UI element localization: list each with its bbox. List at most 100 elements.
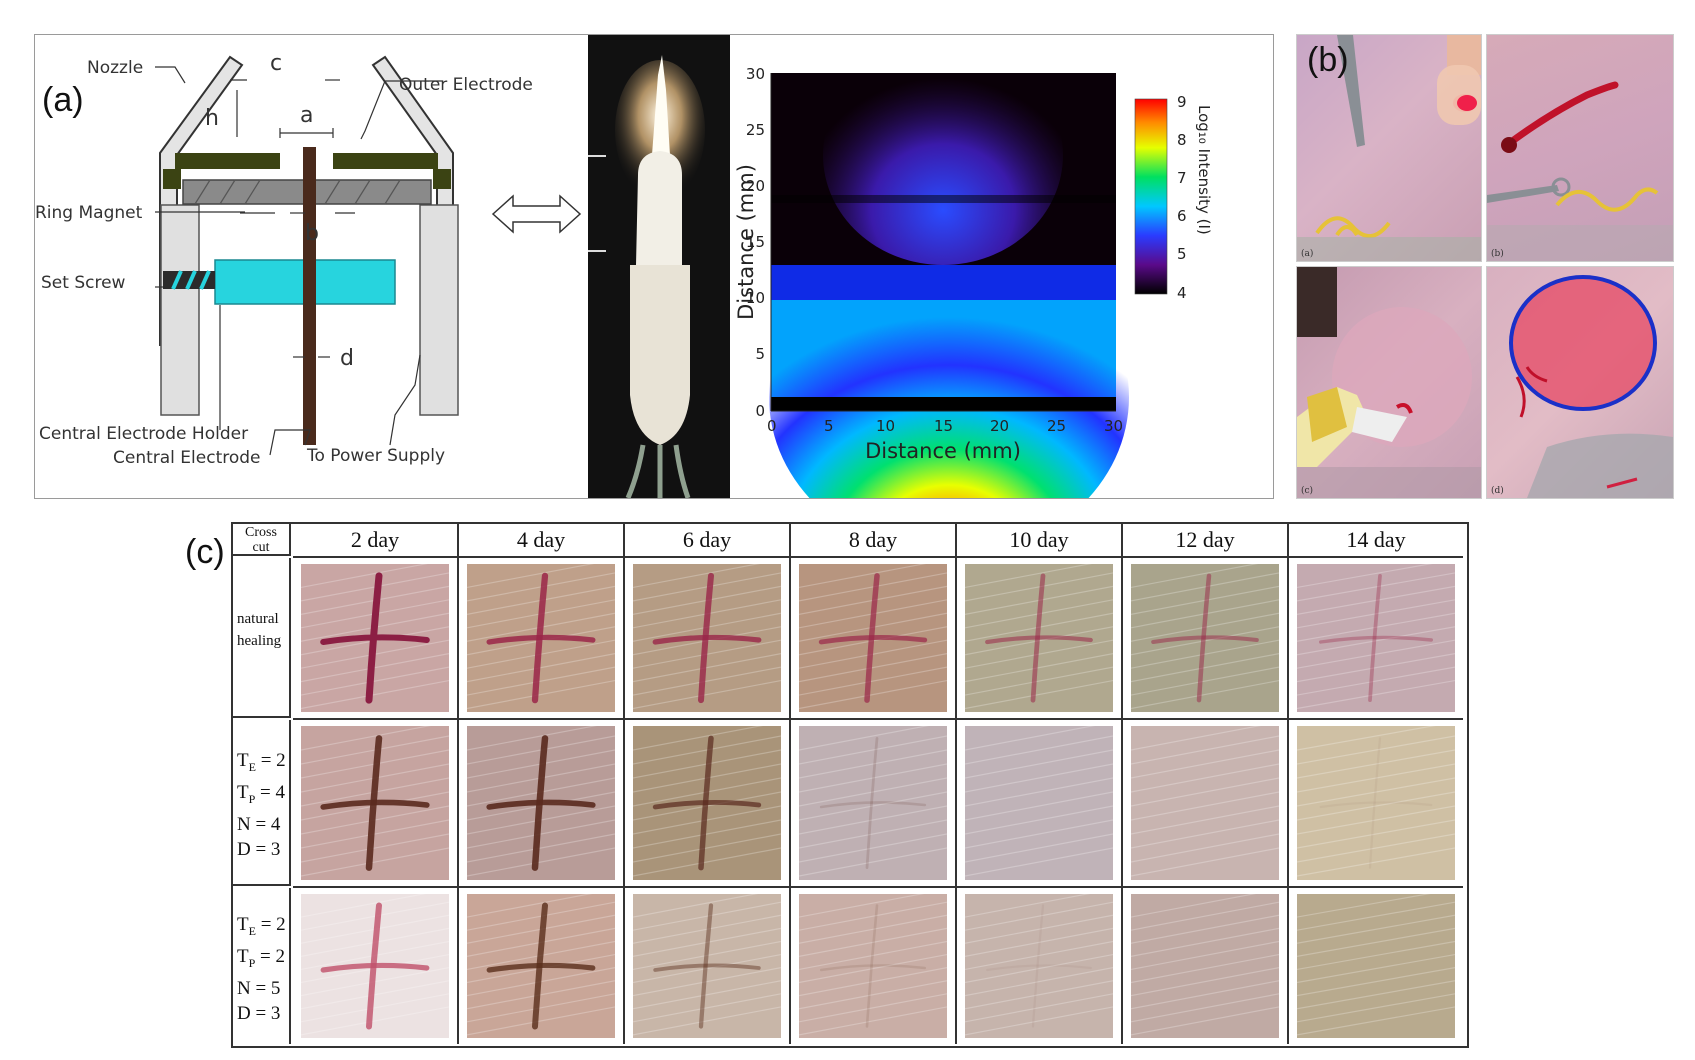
wound-photo <box>965 726 1113 880</box>
wound-photo-cell <box>1123 720 1289 888</box>
wound-photo-cell <box>293 888 459 1044</box>
y-tick: 20 <box>746 177 765 195</box>
wound-photo <box>467 894 615 1038</box>
x-tick: 15 <box>934 417 953 435</box>
colorbar-tick: 6 <box>1177 207 1187 225</box>
x-tick: 20 <box>990 417 1009 435</box>
column-header: 4 day <box>459 524 625 558</box>
param-sub: P <box>248 955 256 970</box>
param-value: = 2 <box>255 914 286 935</box>
holder-column-right <box>419 204 459 416</box>
wound-photo <box>1131 564 1279 712</box>
wound-photo <box>301 564 449 712</box>
panel-b-label: (b) <box>1307 41 1349 79</box>
wound-photo-cell <box>957 558 1123 720</box>
row-label-params-1: TE = 2 TP = 4 N = 4 D = 3 <box>233 720 291 886</box>
wound-photo-cell <box>791 720 957 888</box>
dim-c-label: c <box>270 51 282 76</box>
dim-b-label: b <box>305 221 319 246</box>
wound-photo <box>633 894 781 1038</box>
param-d: D = 3 <box>237 1002 281 1024</box>
power-supply-label: To Power Supply <box>306 446 445 466</box>
wound-photo <box>633 564 781 712</box>
param-t: T <box>237 750 249 771</box>
surgery-photo-d: (d) <box>1486 266 1674 499</box>
table-corner: Cross cut <box>233 524 291 556</box>
param-sub: P <box>248 791 256 806</box>
central-electrode-holder-label: Central Electrode Holder <box>39 424 248 444</box>
dim-a-label: a <box>300 103 313 128</box>
wound-photo <box>467 726 615 880</box>
plasma-plume-photo <box>588 35 730 498</box>
outer-electrode-right <box>333 153 438 169</box>
x-axis-title: Distance (mm) <box>865 439 1021 463</box>
row1-line2: healing <box>237 633 282 649</box>
x-tick: 5 <box>824 417 834 435</box>
panel-a: (a) <box>34 34 1274 499</box>
photo-a-label: (a) <box>1301 249 1314 259</box>
wound-photo-cell <box>791 888 957 1044</box>
dim-d-label: d <box>340 346 354 371</box>
photo-c-label: (c) <box>1301 486 1314 496</box>
param-sub: E <box>248 923 256 938</box>
dim-h-label: h <box>205 106 219 131</box>
ring-magnet-label: Ring Magnet <box>35 203 143 223</box>
wound-photo <box>799 894 947 1038</box>
wound-photo <box>301 894 449 1038</box>
double-arrow-icon <box>491 194 582 234</box>
central-electrode <box>303 147 316 445</box>
param-value: = 2 <box>255 750 286 771</box>
wound-photo-cell <box>1123 558 1289 720</box>
x-tick: 10 <box>876 417 895 435</box>
wound-photo-cell <box>957 720 1123 888</box>
param-n: N = 4 <box>237 813 281 835</box>
wound-photo-cell <box>459 720 625 888</box>
colorbar-tick: 5 <box>1177 245 1187 263</box>
wound-photo <box>799 726 947 880</box>
wound-photo <box>1297 726 1455 880</box>
wound-photo-cell <box>957 888 1123 1044</box>
surgery-photo-a: (b) (a) <box>1296 34 1482 262</box>
x-tick: 0 <box>767 417 777 435</box>
wound-photo-cell <box>1289 558 1463 720</box>
y-tick: 25 <box>746 121 765 139</box>
surgery-photo-c: (c) <box>1296 266 1482 499</box>
colorbar-tick: 7 <box>1177 169 1187 187</box>
surgery-photo-b: (b) <box>1486 34 1674 262</box>
plasma-jet-schematic: Nozzle Outer Electrode Ring Magnet Set S… <box>35 51 582 468</box>
holder-column-left <box>160 204 200 416</box>
y-tick: 15 <box>746 233 765 251</box>
outer-electrode-post-right <box>433 169 451 189</box>
panel-c-label: (c) <box>185 533 225 571</box>
param-value: = 2 <box>255 945 286 967</box>
colorbar-tick: 9 <box>1177 93 1187 111</box>
row-label-natural-healing: natural healing <box>233 558 291 718</box>
wound-photo <box>467 564 615 712</box>
wound-photo <box>799 564 947 712</box>
wound-photo-cell <box>625 558 791 720</box>
intensity-heatmap: 0 5 10 15 20 25 30 0 5 10 15 20 25 30 Di… <box>734 45 1213 498</box>
photo-b-label: (b) <box>1491 249 1504 259</box>
nozzle-label: Nozzle <box>87 58 143 78</box>
wound-photo-cell <box>1289 720 1463 888</box>
param-d: D = 3 <box>237 838 281 860</box>
photo-d-label: (d) <box>1491 486 1504 496</box>
y-tick: 0 <box>755 402 765 420</box>
wound-photo-cell <box>625 888 791 1044</box>
wound-photo-cell <box>791 558 957 720</box>
wound-photo-cell <box>459 888 625 1044</box>
panel-a-label: (a) <box>42 81 84 119</box>
column-header: 14 day <box>1289 524 1463 558</box>
column-header: 8 day <box>791 524 957 558</box>
wound-photo <box>1131 726 1279 880</box>
row-label-params-2: TE = 2 TP = 2 N = 5 D = 3 <box>233 888 291 1044</box>
wound-photo-cell <box>293 720 459 888</box>
column-header: 2 day <box>293 524 459 558</box>
colorbar-tick: 8 <box>1177 131 1187 149</box>
column-header: 10 day <box>957 524 1123 558</box>
param-t: T <box>237 945 249 967</box>
set-screw-label: Set Screw <box>41 273 126 293</box>
x-tick: 25 <box>1047 417 1066 435</box>
wound-photo <box>965 894 1113 1038</box>
corner-line-2: cut <box>252 540 270 555</box>
